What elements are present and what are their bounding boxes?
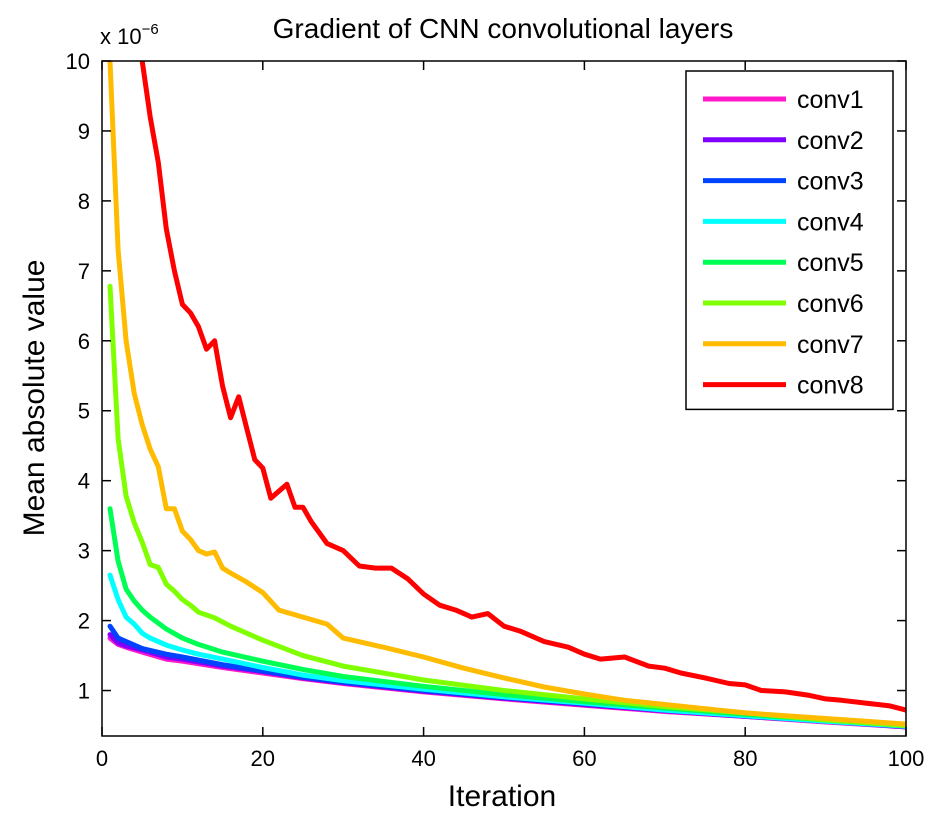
y-tick-label: 2 <box>78 609 90 634</box>
x-axis-title: Iteration <box>448 780 556 813</box>
y-tick-label: 10 <box>66 49 90 74</box>
series-line-conv7 <box>107 61 906 727</box>
x-tick-label: 60 <box>572 746 596 771</box>
y-tick-label: 7 <box>78 259 90 284</box>
x-tick-label: 40 <box>411 746 435 771</box>
legend-label-conv3: conv3 <box>797 168 864 196</box>
legend-label-conv2: conv2 <box>797 127 864 155</box>
chart-title: Gradient of CNN convolutional layers <box>273 13 734 44</box>
plot-area: 0 20 40 60 80 100 1 2 3 4 5 6 7 8 9 10 <box>66 49 925 771</box>
legend-label-conv6: conv6 <box>797 290 864 318</box>
y-scale-factor: x 10−6 <box>100 21 159 49</box>
y-tick-label: 3 <box>78 539 90 564</box>
y-tick-label: 6 <box>78 329 90 354</box>
x-tick-label: 100 <box>888 746 925 771</box>
legend-label-conv5: conv5 <box>797 249 864 277</box>
y-tick-label: 8 <box>78 189 90 214</box>
series-line-conv4 <box>107 572 906 729</box>
y-tick-label: 1 <box>78 679 90 704</box>
series-lines <box>107 61 906 730</box>
x-tick-label: 0 <box>96 746 108 771</box>
x-tick-label: 20 <box>251 746 275 771</box>
legend-label-conv8: conv8 <box>797 372 864 400</box>
y-tick-label: 5 <box>78 399 90 424</box>
legend-label-conv1: conv1 <box>797 86 864 114</box>
legend: conv1 conv2 conv3 conv4 conv5 conv6 conv7 conv8 <box>685 70 894 411</box>
y-tick-label: 9 <box>78 119 90 144</box>
axes-frame <box>101 60 907 737</box>
y-scale-exponent: −6 <box>142 21 159 38</box>
y-scale-label: x 10 <box>100 24 142 49</box>
series-line-conv8 <box>139 61 906 713</box>
series-line-conv3 <box>107 623 906 729</box>
y-tick-label: 4 <box>78 469 90 494</box>
x-tick-label: 80 <box>733 746 757 771</box>
legend-label-conv4: conv4 <box>797 208 864 236</box>
series-line-conv6 <box>107 283 906 728</box>
y-axis-title: Mean absolute value <box>18 260 51 537</box>
legend-box <box>685 70 894 411</box>
legend-label-conv7: conv7 <box>797 331 864 359</box>
